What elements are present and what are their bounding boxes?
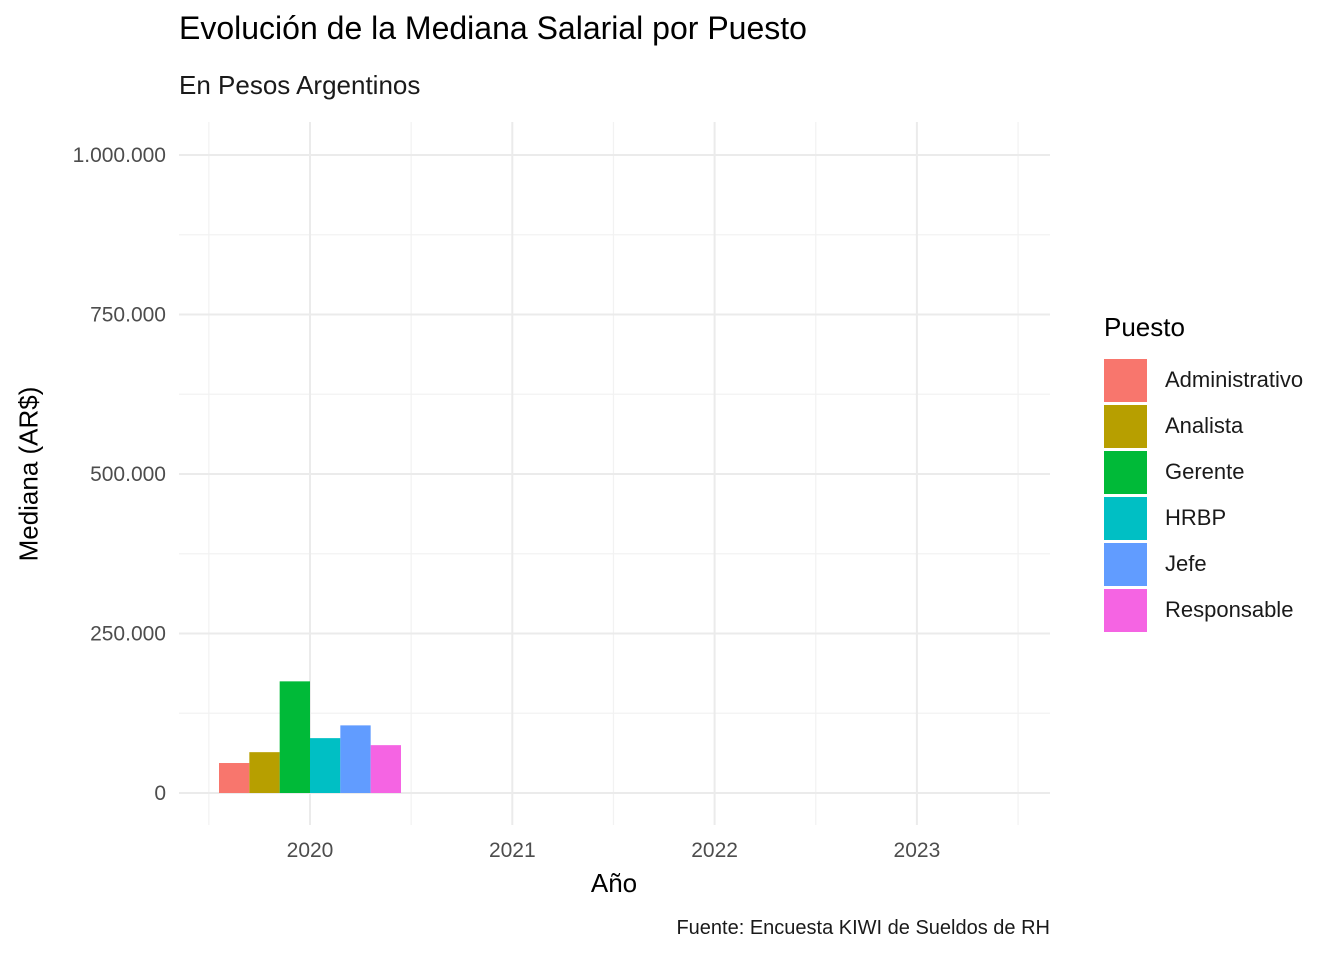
y-tick-label: 500.000 xyxy=(90,463,166,486)
legend-key xyxy=(1104,358,1147,402)
x-axis-label: Año xyxy=(590,868,638,898)
chart-caption: Fuente: Encuesta KIWI de Sueldos de RH xyxy=(676,917,1050,939)
legend-label: Analista xyxy=(1165,413,1244,438)
y-axis-label: Mediana (AR$) xyxy=(13,386,44,562)
legend-label: Jefe xyxy=(1165,551,1207,576)
bar xyxy=(370,745,401,793)
legend-item: Analista xyxy=(1104,403,1303,449)
bar xyxy=(249,752,280,793)
bar xyxy=(279,681,310,793)
legend-title: Puesto xyxy=(1104,312,1185,342)
legend-item: Administrativo xyxy=(1104,357,1303,403)
legend-key xyxy=(1104,588,1147,632)
legend-label: Responsable xyxy=(1165,597,1294,622)
legend-item: HRBP xyxy=(1104,495,1303,541)
legend-label: Administrativo xyxy=(1165,367,1304,392)
y-tick-label: 750.000 xyxy=(90,304,166,327)
y-tick-label: 0 xyxy=(154,782,166,805)
bar xyxy=(219,763,250,793)
legend: Puesto Administrativo Analista Gerente HRBP… xyxy=(1104,312,1303,633)
legend-key xyxy=(1104,404,1147,448)
legend-label: Gerente xyxy=(1165,459,1245,484)
legend-key xyxy=(1104,496,1147,540)
legend-item: Jefe xyxy=(1104,541,1303,587)
x-tick-label: 2020 xyxy=(287,839,334,862)
chart-subtitle: En Pesos Argentinos xyxy=(179,70,421,100)
x-tick-label: 2022 xyxy=(691,839,738,862)
legend-items: Administrativo Analista Gerente HRBP Jefe Res… xyxy=(1104,357,1303,633)
bar xyxy=(310,738,341,793)
x-tick-label: 2021 xyxy=(489,839,536,862)
legend-key xyxy=(1104,542,1147,586)
legend-item: Gerente xyxy=(1104,449,1303,495)
y-tick-label: 1.000.000 xyxy=(73,144,166,167)
y-tick-label: 250.000 xyxy=(90,623,166,646)
legend-label: HRBP xyxy=(1165,505,1227,530)
legend-item: Responsable xyxy=(1104,587,1303,633)
bar xyxy=(340,725,371,793)
legend-key xyxy=(1104,450,1147,494)
chart-title: Evolución de la Mediana Salarial por Pue… xyxy=(179,10,807,46)
x-tick-label: 2023 xyxy=(894,839,941,862)
